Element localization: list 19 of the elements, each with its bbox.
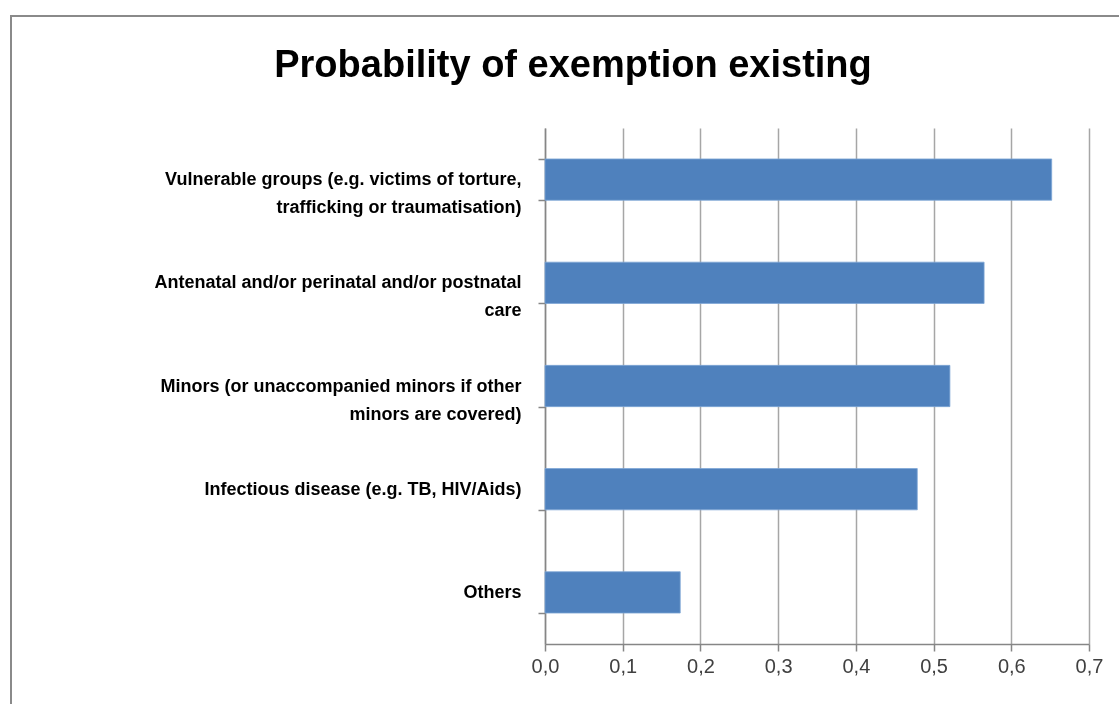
x-tick-label: 0,0	[531, 654, 560, 677]
bar	[544, 261, 985, 304]
y-tick-label: Infectious disease (e.g. TB, HIV/Aids)	[204, 478, 522, 499]
y-tick-label: Minors (or unaccompanied minors if other minors are covered)	[160, 375, 522, 424]
x-tick-label: 0,4	[842, 654, 871, 677]
x-tick-label: 0,6	[997, 654, 1026, 677]
bar	[544, 468, 918, 511]
y-tick-label: Antenatal and/or perinatal and/or postnatal care	[154, 272, 522, 321]
bar	[544, 571, 681, 614]
x-tick-label: 0,1	[609, 654, 638, 677]
x-tick-label: 0,7	[1075, 654, 1104, 677]
bar	[544, 364, 951, 408]
x-tick-label: 0,3	[764, 654, 793, 677]
x-tick-label: 0,5	[920, 654, 948, 677]
y-tick-label: Others	[463, 581, 522, 602]
bar	[544, 158, 1053, 201]
chart-title: Probability of exemption existing	[274, 43, 872, 85]
x-tick-label: 0,2	[687, 654, 715, 677]
y-tick-label: Vulnerable groups (e.g. victims of torture, trafficking or traumatisation)	[165, 169, 522, 218]
